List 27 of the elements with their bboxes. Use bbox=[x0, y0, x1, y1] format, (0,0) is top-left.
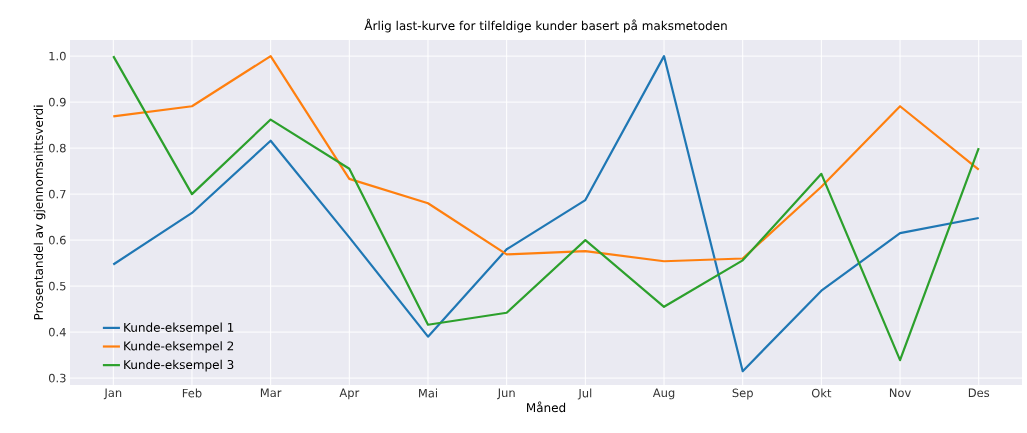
x-tick-label: Okt bbox=[811, 388, 832, 398]
x-tick-label: Mai bbox=[419, 388, 437, 398]
y-tick-label: 0.4 bbox=[48, 327, 66, 337]
legend-label: Kunde-eksempel 3 bbox=[124, 359, 234, 372]
y-tick-label: 1.0 bbox=[49, 51, 66, 61]
y-tick-label: 0.7 bbox=[48, 189, 66, 199]
y-tick-label: 0.8 bbox=[48, 143, 66, 153]
chart-title: Årlig last-kurve for tilfeldige kunder basert på maksmetoden bbox=[364, 18, 727, 33]
y-tick-label: 0.9 bbox=[48, 97, 66, 107]
y-tick-label: 0.3 bbox=[48, 373, 66, 383]
y-tick-label: 0.5 bbox=[48, 281, 66, 291]
x-tick-label: Jun bbox=[497, 388, 515, 400]
x-axis-title: Måned bbox=[527, 401, 566, 413]
x-tick-label: Sep bbox=[732, 388, 753, 400]
x-tick-label: Mar bbox=[260, 388, 282, 398]
x-tick-label: Aug bbox=[652, 388, 675, 400]
x-tick-label: Feb bbox=[182, 388, 202, 398]
y-axis-title: Prosentandel av gjennomsnittsverdi bbox=[33, 105, 46, 320]
x-tick-label: Nov bbox=[889, 388, 911, 398]
y-tick-label: 0.6 bbox=[48, 235, 66, 245]
x-tick-label: Des bbox=[968, 388, 990, 398]
legend-label: Kunde-eksempel 1 bbox=[124, 322, 234, 335]
x-tick-label: Apr bbox=[339, 388, 360, 400]
legend-label: Kunde-eksempel 2 bbox=[124, 341, 234, 353]
x-tick-label: Jan bbox=[103, 388, 122, 400]
line-series bbox=[112, 55, 980, 263]
x-tick-label: Jul bbox=[577, 388, 592, 400]
